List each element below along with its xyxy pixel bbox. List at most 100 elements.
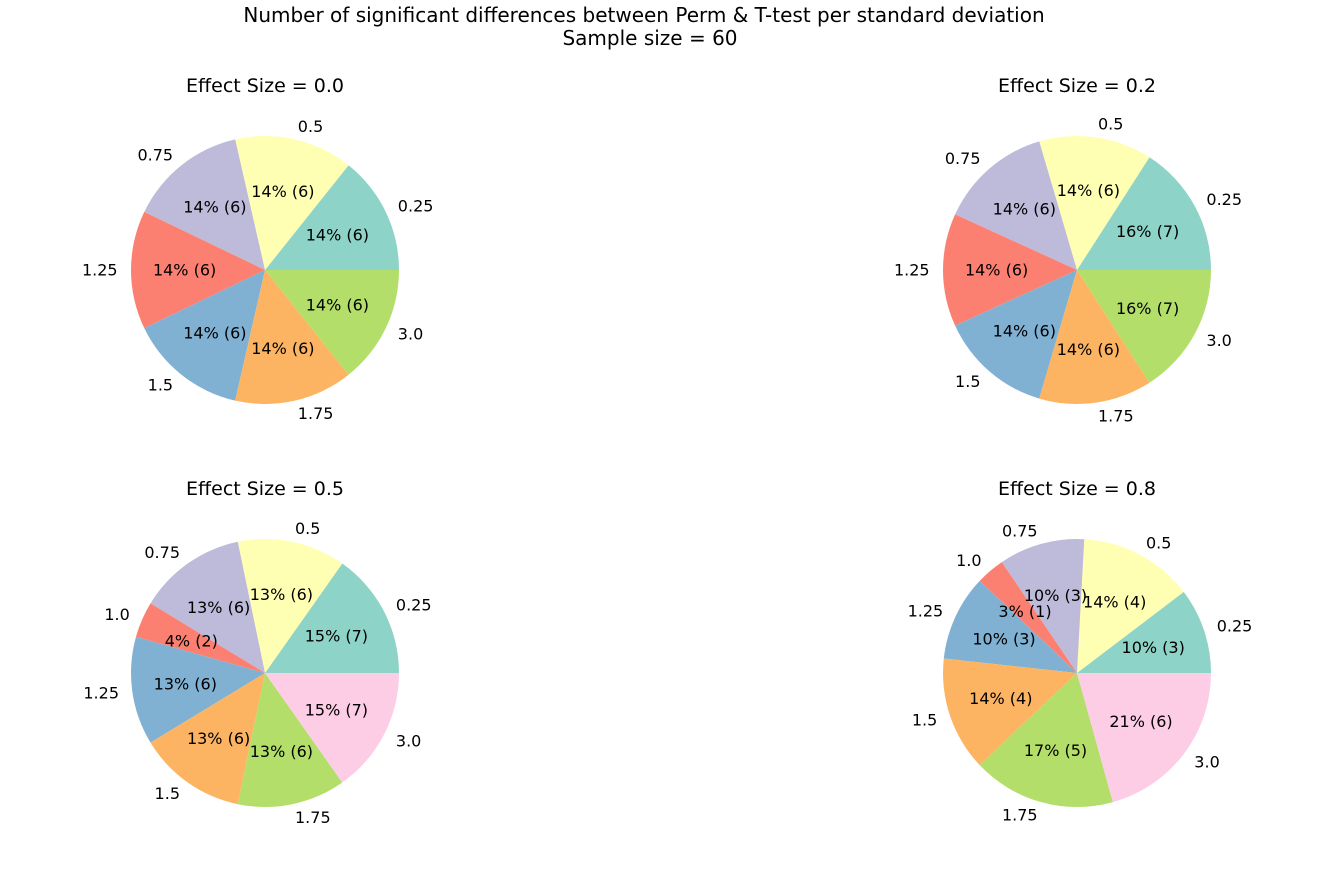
slice-percent-label: 17% (5) xyxy=(1024,741,1087,760)
pie-slice-3-0 xyxy=(265,270,400,375)
pie-title: Effect Size = 0.8 xyxy=(998,478,1156,500)
slice-percent-label: 14% (6) xyxy=(306,226,369,245)
slice-percent-label: 14% (6) xyxy=(251,339,314,358)
slice-percent-label: 13% (6) xyxy=(250,585,313,604)
slice-percent-label: 21% (6) xyxy=(1109,712,1172,731)
slice-percent-label: 14% (6) xyxy=(251,182,314,201)
slice-category-label: 3.0 xyxy=(1194,753,1219,772)
slice-category-label: 0.75 xyxy=(144,543,180,562)
slice-percent-label: 3% (1) xyxy=(998,602,1051,621)
pie-slice-3-0 xyxy=(1077,270,1211,383)
pie-slice-1-25 xyxy=(131,211,265,329)
slice-category-label: 1.5 xyxy=(955,372,980,391)
pie-slice-0-75 xyxy=(955,141,1077,270)
pie-labels: 0.25 16% (7) 0.5 14% (6) 0.75 14% (6) 1.25 14% … xyxy=(894,115,1242,426)
slice-category-label: 1.5 xyxy=(155,784,180,803)
figure-title: Number of significant differences betwee… xyxy=(243,3,1044,27)
slice-percent-label: 14% (6) xyxy=(183,198,246,217)
pie-slice-0-25 xyxy=(1077,591,1211,673)
pie-slice-1-25 xyxy=(942,214,1077,326)
slice-category-label: 3.0 xyxy=(396,731,421,750)
pie-slice-3-0 xyxy=(1077,673,1211,803)
slice-percent-label: 14% (6) xyxy=(1057,340,1120,359)
slice-category-label: 0.5 xyxy=(1146,533,1171,552)
slice-category-label: 1.75 xyxy=(1098,406,1134,425)
slice-category-label: 0.5 xyxy=(295,519,320,538)
slice-category-label: 3.0 xyxy=(398,325,423,344)
pie-slice-1-25 xyxy=(131,636,265,743)
slice-category-label: 1.0 xyxy=(956,551,981,570)
slice-percent-label: 15% (7) xyxy=(305,627,368,646)
slice-percent-label: 14% (6) xyxy=(1057,181,1120,200)
slice-percent-label: 16% (7) xyxy=(1116,222,1179,241)
slice-category-label: 0.25 xyxy=(398,197,434,216)
pie-slice-1-75 xyxy=(237,673,343,808)
slice-percent-label: 10% (3) xyxy=(1024,586,1087,605)
pie-slice-1-75 xyxy=(235,270,349,405)
slice-category-label: 0.25 xyxy=(1206,190,1242,209)
slice-percent-label: 10% (3) xyxy=(1122,638,1185,657)
pie-slice-1-5 xyxy=(955,270,1077,399)
slice-category-label: 1.75 xyxy=(295,808,331,827)
slice-category-label: 0.25 xyxy=(396,596,432,615)
slice-category-label: 0.5 xyxy=(1098,115,1123,134)
slice-category-label: 0.75 xyxy=(1002,522,1038,541)
slice-category-label: 1.25 xyxy=(894,261,930,280)
pie-labels: 0.25 10% (3) 0.5 14% (4) 0.75 10% (3) 1.0 3% (1… xyxy=(908,522,1253,825)
slice-percent-label: 14% (6) xyxy=(153,261,216,280)
slice-category-label: 0.5 xyxy=(298,117,323,136)
slice-percent-label: 14% (6) xyxy=(993,200,1056,219)
pie-title: Effect Size = 0.2 xyxy=(998,75,1156,97)
pie-slice-0-5 xyxy=(235,135,349,270)
slice-percent-label: 4% (2) xyxy=(165,632,218,651)
slice-percent-label: 14% (6) xyxy=(965,261,1028,280)
slice-percent-label: 13% (6) xyxy=(187,729,250,748)
pie-slice-0-75 xyxy=(1001,539,1085,673)
pie-slice-0-5 xyxy=(1039,136,1150,270)
slice-category-label: 3.0 xyxy=(1206,331,1231,350)
pie-slice-0-5 xyxy=(237,538,343,673)
pie-slice-1-5 xyxy=(943,658,1077,766)
pie-slice-3-0 xyxy=(265,673,399,783)
pie-slice-0-25 xyxy=(265,563,399,673)
slice-percent-label: 14% (4) xyxy=(1083,593,1146,612)
pie-title: Effect Size = 0.0 xyxy=(186,75,344,97)
slice-category-label: 0.25 xyxy=(1217,616,1253,635)
pie-wedges xyxy=(131,135,400,405)
pie-labels: 0.25 15% (7) 0.5 13% (6) 0.75 13% (6) 1.0 4% (2… xyxy=(83,519,431,827)
slice-percent-label: 14% (6) xyxy=(993,321,1056,340)
pie-slice-0-25 xyxy=(265,165,399,270)
slice-category-label: 1.25 xyxy=(82,261,118,280)
pie-slice-0-75 xyxy=(144,139,265,270)
slice-category-label: 1.25 xyxy=(83,684,119,703)
pie-slice-0-5 xyxy=(1077,539,1184,673)
pie-slice-0-25 xyxy=(1077,157,1211,270)
slice-category-label: 1.0 xyxy=(104,605,129,624)
slice-category-label: 1.75 xyxy=(298,404,334,423)
slice-category-label: 1.75 xyxy=(1002,806,1038,825)
pie-slice-1-75 xyxy=(1039,270,1150,404)
figure-subtitle: Sample size = 60 xyxy=(562,26,737,50)
pie-wedges xyxy=(943,539,1211,808)
pie-labels: 0.25 14% (6) 0.5 14% (6) 0.75 14% (6) 1.25 14% … xyxy=(82,117,433,423)
slice-percent-label: 14% (6) xyxy=(183,323,246,342)
pie-slice-1-5 xyxy=(150,673,265,805)
slice-percent-label: 15% (7) xyxy=(305,701,368,720)
pie-wedges xyxy=(131,538,399,808)
slice-category-label: 1.25 xyxy=(908,602,944,621)
pie-slice-1-25 xyxy=(943,580,1077,673)
slice-percent-label: 14% (4) xyxy=(969,689,1032,708)
slice-category-label: 1.5 xyxy=(912,711,937,730)
pie-slice-1-5 xyxy=(144,270,265,401)
slice-percent-label: 13% (6) xyxy=(250,742,313,761)
slice-percent-label: 10% (3) xyxy=(972,630,1035,649)
slice-category-label: 0.75 xyxy=(137,145,173,164)
slice-percent-label: 13% (6) xyxy=(154,674,217,693)
pie-title: Effect Size = 0.5 xyxy=(186,478,344,500)
pie-slice-0-75 xyxy=(150,541,265,673)
